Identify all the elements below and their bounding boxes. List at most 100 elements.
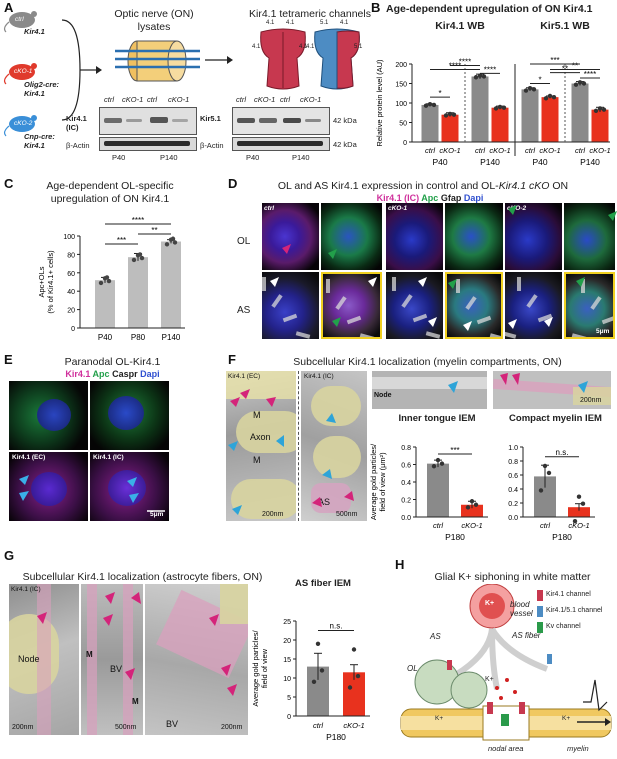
f-tag-ec: Kir4.1 (EC) — [228, 373, 261, 380]
arrowhead-icon — [129, 493, 139, 503]
y-tick-label: 0 — [71, 326, 75, 333]
on-title-2: lysates — [137, 21, 171, 33]
h-label-k: K+ — [485, 600, 495, 607]
data-point — [572, 519, 578, 524]
blot2-age-p140: P140 — [292, 153, 310, 162]
y-axis-label: Relative protein level (AU) — [375, 59, 384, 147]
arrowhead-icon — [332, 317, 341, 327]
sig-label: **** — [459, 58, 471, 67]
em-g3 — [145, 584, 248, 735]
blot1-actin-image — [99, 137, 197, 151]
data-point — [531, 87, 537, 92]
y-tick-label: 15 — [283, 657, 291, 664]
blot2-age-p40: P40 — [246, 153, 260, 162]
em-g2 — [81, 584, 143, 735]
chart-f2: 0.0 0.2 0.4 0.6 0.8 1.0 ctrl cKO-1 P180 n.s. — [508, 445, 595, 542]
em-scale: 200nm — [12, 724, 34, 731]
data-point — [581, 81, 587, 86]
data-point — [423, 103, 429, 108]
mouse-cko1-label: cKO-1 — [14, 68, 33, 75]
y-tick-label: 200 — [395, 62, 407, 69]
y-axis-label: Average gold particles/ — [251, 630, 260, 707]
y-tick-label: 0.6 — [508, 473, 518, 480]
arrowhead-icon — [368, 277, 377, 287]
data-point — [164, 242, 170, 247]
arrowhead-icon — [508, 319, 517, 329]
sig-label: n.s. — [330, 622, 343, 631]
em-f2 — [301, 371, 367, 521]
em-label-node: Node — [374, 392, 392, 399]
data-point — [443, 113, 449, 118]
y-tick-label: 0.4 — [508, 487, 518, 494]
x-tick-label: cKO-1 — [589, 146, 610, 155]
em-label-m: M — [253, 455, 261, 465]
y-tick-label: 150 — [395, 82, 407, 89]
x-tick-label: ctrl — [575, 146, 585, 155]
e-scale: 5μm — [150, 511, 164, 518]
y-tick-label: 0.0 — [508, 515, 518, 522]
row-label-as: AS — [237, 305, 251, 316]
bar — [343, 672, 365, 716]
data-point — [465, 505, 471, 510]
y-axis-label: Average gold particles/ — [370, 443, 378, 520]
chart-f1: 0.0 0.2 0.4 0.6 0.8 Average gold particles/fi… — [370, 443, 488, 542]
blot2-kir51-image — [232, 107, 330, 135]
data-point — [497, 104, 503, 110]
em-g1 — [9, 584, 79, 735]
data-point — [351, 647, 357, 652]
arrowhead-icon — [608, 211, 617, 221]
panel-f-title: Subcellular Kir4.1 localization (myelin … — [293, 356, 562, 368]
arrowhead-icon — [19, 491, 29, 501]
data-point — [170, 236, 176, 241]
micrograph-ol — [445, 203, 503, 270]
y-axis-label: (% of Kir4.1+ cells) — [46, 250, 55, 314]
panel-e-title: Paranodal OL-Kir4.1 — [64, 356, 161, 368]
em-label-m: M — [86, 650, 93, 659]
chart-b-sub2: Kir5.1 WB — [540, 20, 590, 32]
x-tick-label: cKO-1 — [461, 521, 482, 530]
blot2-lane: cKO-1 — [300, 95, 322, 104]
data-point — [601, 107, 607, 112]
arrow-icon — [205, 56, 233, 64]
data-point — [538, 488, 544, 493]
y-tick-label: 0.0 — [401, 515, 411, 522]
y-tick-label: 20 — [283, 638, 291, 645]
micrograph-e2 — [90, 381, 169, 450]
sig-label: **** — [132, 216, 144, 225]
micrograph-as — [262, 272, 319, 339]
data-point — [347, 685, 353, 690]
age-label: P180 — [326, 732, 346, 742]
panel-label-c: C — [4, 176, 14, 191]
arrowhead-icon — [428, 317, 437, 327]
data-point — [469, 499, 475, 504]
y-axis-label: Apc+OLs — [37, 266, 46, 297]
arrowhead-icon — [576, 277, 585, 287]
em-label-bv: BV — [166, 719, 179, 729]
em-label-bv: BV — [110, 664, 123, 674]
y-tick-label: 5 — [287, 695, 291, 702]
y-tick-label: 0.8 — [508, 459, 518, 466]
blot1-lane: cKO-1 — [168, 95, 190, 104]
data-point — [473, 502, 479, 507]
kir41-51-heterotetramer-icon — [314, 28, 360, 90]
chart-f1-title: Inner tongue IEM — [398, 413, 476, 424]
bar — [421, 104, 439, 142]
g-arrowheads — [37, 592, 237, 696]
age-label: P180 — [552, 532, 572, 542]
mouse-cko2-genotype: Kir4.1 — [24, 141, 45, 150]
blot2-actin-image — [232, 137, 330, 151]
kir41-homotetramer-icon — [260, 28, 306, 90]
micrograph-as — [564, 272, 615, 339]
kir-channel-icons — [447, 654, 552, 726]
data-point — [547, 93, 553, 99]
x-tick-label: ctrl — [425, 146, 435, 155]
data-point — [104, 275, 110, 280]
data-point — [546, 470, 552, 476]
data-point — [435, 457, 441, 463]
bar — [491, 107, 509, 142]
data-point — [311, 679, 317, 684]
bar — [128, 257, 148, 328]
channel-label: 4.1 — [299, 44, 308, 50]
y-tick-label: 0.4 — [401, 480, 411, 487]
y-tick-label: 0.6 — [401, 463, 411, 470]
